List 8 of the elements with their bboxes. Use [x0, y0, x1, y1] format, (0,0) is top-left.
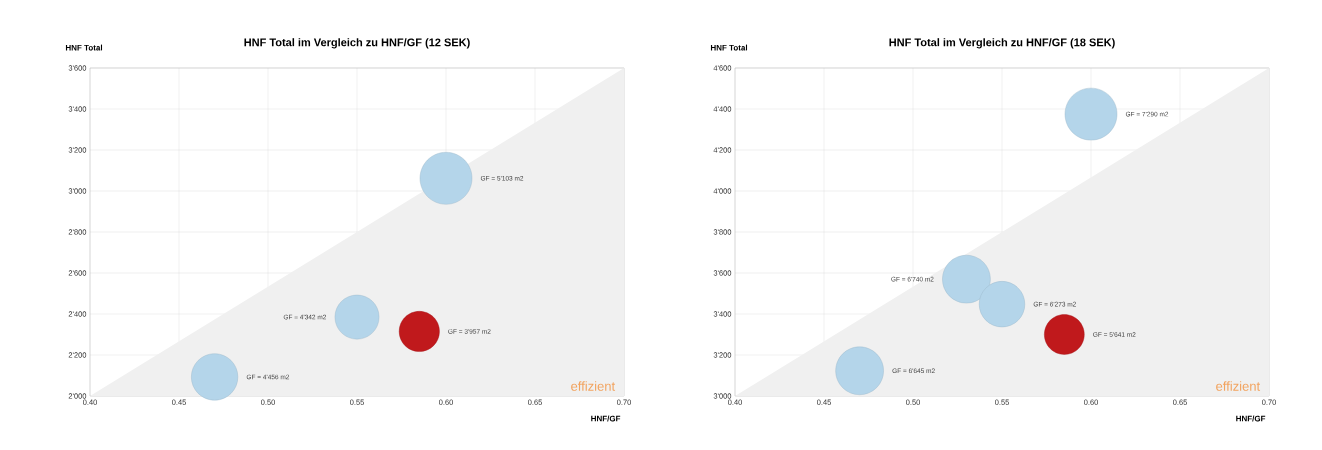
annotation: effizient: [571, 381, 616, 391]
y-axis-title: HNF Total: [710, 44, 748, 51]
x-axis-title: HNF/GF: [591, 415, 621, 422]
x-axis-title: HNF/GF: [1236, 415, 1266, 422]
y-axis-title: HNF Total: [65, 44, 103, 51]
chart-title: HNF Total im Vergleich zu HNF/GF (18 SEK): [889, 38, 1115, 49]
annotation: effizient: [1216, 381, 1261, 391]
chart-title: HNF Total im Vergleich zu HNF/GF (12 SEK): [244, 38, 470, 49]
